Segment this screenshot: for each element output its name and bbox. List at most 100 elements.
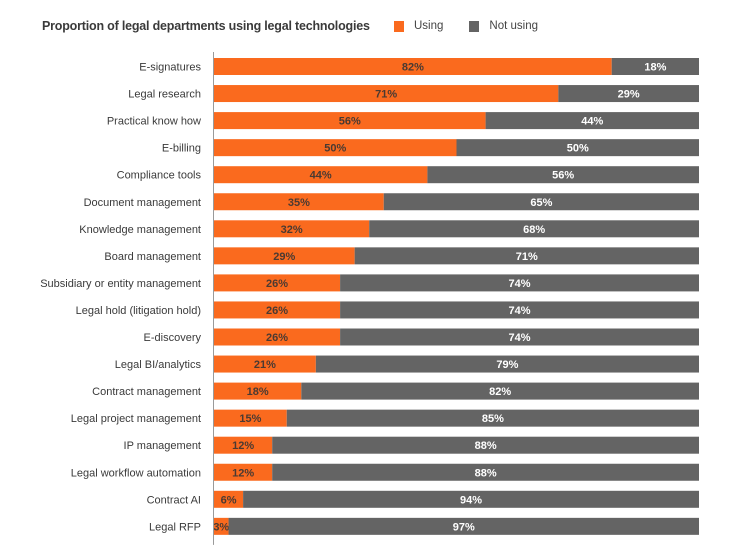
category-label-practical-know-how: Practical know how [107, 116, 201, 128]
category-label-e-billing: E-billing [162, 143, 201, 155]
value-label-not-using-e-billing: 50% [567, 143, 589, 155]
value-label-using-legal-hold-litigation-hold: 26% [266, 305, 288, 317]
category-label-compliance-tools: Compliance tools [117, 170, 202, 182]
bar-not-using-legal-research [558, 85, 699, 103]
bar-using-e-billing [214, 139, 457, 157]
chart-title: Proportion of legal departments using le… [42, 19, 370, 33]
bar-using-practical-know-how [214, 112, 486, 130]
value-label-not-using-legal-bi-analytics: 79% [496, 359, 518, 371]
bar-using-knowledge-management [214, 220, 370, 238]
bar-not-using-practical-know-how [485, 112, 699, 130]
value-label-using-compliance-tools: 44% [310, 170, 332, 182]
category-label-legal-workflow-automation: Legal workflow automation [71, 467, 201, 479]
legend-swatch-using [394, 20, 404, 32]
value-label-not-using-ip-management: 88% [475, 440, 497, 452]
legend-label-using: Using [414, 20, 444, 32]
bar-using-board-management [214, 247, 355, 265]
category-label-subsidiary-or-entity-management: Subsidiary or entity management [40, 278, 201, 290]
bar-not-using-ip-management [272, 436, 699, 454]
bar-not-using-legal-bi-analytics [315, 355, 699, 373]
legend-label-not-using: Not using [489, 20, 538, 32]
bar-not-using-e-discovery [340, 328, 699, 346]
value-label-not-using-legal-project-management: 85% [482, 413, 504, 425]
bar-not-using-legal-hold-litigation-hold [340, 301, 699, 319]
bar-using-legal-hold-litigation-hold [214, 301, 341, 319]
bar-using-legal-project-management [214, 409, 287, 427]
value-label-not-using-compliance-tools: 56% [552, 170, 574, 182]
value-label-not-using-contract-management: 82% [489, 386, 511, 398]
bar-not-using-legal-rfp [228, 517, 700, 535]
category-label-legal-project-management: Legal project management [71, 413, 201, 425]
bar-using-compliance-tools [214, 166, 428, 184]
value-label-not-using-legal-rfp: 97% [453, 521, 475, 533]
category-label-legal-rfp: Legal RFP [149, 521, 201, 533]
bars-group: E-signatures 82% 18% Legal research 71% 29% Pr… [40, 58, 700, 535]
value-label-using-contract-management: 18% [247, 386, 269, 398]
bar-using-contract-management [214, 382, 302, 400]
bar-not-using-e-billing [456, 139, 699, 157]
bar-using-document-management [214, 193, 384, 211]
bar-using-ip-management [214, 436, 273, 454]
legend-item-not-using: Not using [469, 20, 538, 32]
category-label-contract-ai: Contract AI [147, 494, 201, 506]
value-label-not-using-practical-know-how: 44% [581, 116, 603, 128]
bar-using-legal-workflow-automation [214, 463, 273, 481]
category-label-knowledge-management: Knowledge management [79, 224, 201, 236]
value-label-not-using-legal-hold-litigation-hold: 74% [509, 305, 531, 317]
bar-using-legal-bi-analytics [214, 355, 316, 373]
value-label-using-e-billing: 50% [324, 143, 346, 155]
bar-using-legal-rfp [214, 517, 229, 535]
value-label-using-document-management: 35% [288, 197, 310, 209]
value-label-not-using-document-management: 65% [530, 197, 552, 209]
category-label-document-management: Document management [84, 197, 201, 209]
bar-not-using-contract-ai [243, 490, 699, 508]
value-label-not-using-e-signatures: 18% [644, 62, 666, 74]
bar-using-legal-research [214, 85, 559, 103]
category-label-ip-management: IP management [124, 440, 201, 452]
legend-item-using: Using [394, 20, 443, 32]
bar-using-e-discovery [214, 328, 341, 346]
value-label-using-legal-project-management: 15% [239, 413, 261, 425]
value-label-using-board-management: 29% [273, 251, 295, 263]
bar-not-using-board-management [354, 247, 699, 265]
legend-swatch-not-using [469, 20, 480, 32]
category-label-contract-management: Contract management [92, 386, 201, 398]
value-label-not-using-legal-workflow-automation: 88% [475, 467, 497, 479]
category-label-legal-research: Legal research [128, 89, 201, 101]
bar-using-e-signatures [214, 58, 612, 75]
legend: Using Not using [394, 20, 564, 32]
category-label-legal-bi-analytics: Legal BI/analytics [115, 359, 202, 371]
bar-not-using-document-management [383, 193, 699, 211]
value-label-using-knowledge-management: 32% [281, 224, 303, 236]
value-label-using-legal-rfp: 3% [213, 521, 229, 533]
category-label-board-management: Board management [104, 251, 201, 263]
bar-not-using-contract-management [301, 382, 699, 400]
category-label-e-discovery: E-discovery [144, 332, 202, 344]
value-label-using-e-signatures: 82% [402, 62, 424, 74]
value-label-not-using-e-discovery: 74% [509, 332, 531, 344]
bar-not-using-e-signatures [611, 58, 699, 75]
value-label-using-legal-bi-analytics: 21% [254, 359, 276, 371]
bar-not-using-legal-workflow-automation [272, 463, 699, 481]
bar-not-using-knowledge-management [369, 220, 699, 238]
value-label-using-legal-workflow-automation: 12% [232, 467, 254, 479]
value-label-using-e-discovery: 26% [266, 332, 288, 344]
value-label-not-using-contract-ai: 94% [460, 494, 482, 506]
category-label-legal-hold-litigation-hold: Legal hold (litigation hold) [76, 305, 201, 317]
bar-not-using-legal-project-management [286, 409, 699, 427]
value-label-using-subsidiary-or-entity-management: 26% [266, 278, 288, 290]
value-label-using-ip-management: 12% [232, 440, 254, 452]
category-label-e-signatures: E-signatures [139, 62, 201, 74]
value-label-not-using-board-management: 71% [516, 251, 538, 263]
value-label-using-contract-ai: 6% [221, 494, 237, 506]
value-label-not-using-subsidiary-or-entity-management: 74% [509, 278, 531, 290]
bar-not-using-subsidiary-or-entity-management [340, 274, 699, 292]
bar-using-subsidiary-or-entity-management [214, 274, 341, 292]
bar-using-contract-ai [214, 490, 244, 508]
value-label-not-using-knowledge-management: 68% [523, 224, 545, 236]
value-label-using-practical-know-how: 56% [339, 116, 361, 128]
value-label-not-using-legal-research: 29% [618, 89, 640, 101]
bar-not-using-compliance-tools [427, 166, 699, 184]
value-label-using-legal-research: 71% [375, 89, 397, 101]
